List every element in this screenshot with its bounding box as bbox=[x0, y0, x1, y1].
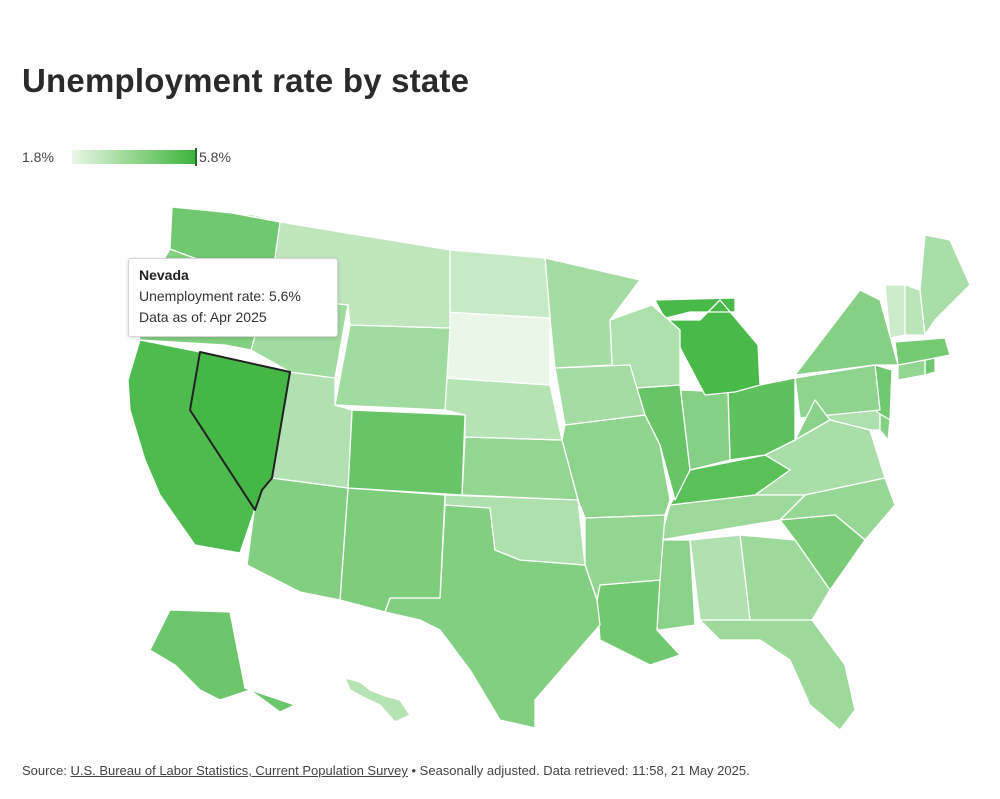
state-wy[interactable] bbox=[334, 324, 451, 411]
state-hi[interactable] bbox=[344, 677, 411, 723]
state-sc[interactable] bbox=[779, 514, 866, 591]
state-tooltip: Nevada Unemployment rate: 5.6% Data as o… bbox=[128, 258, 338, 337]
tooltip-date-row: Data as of: Apr 2025 bbox=[139, 307, 327, 328]
source-link[interactable]: U.S. Bureau of Labor Statistics, Current… bbox=[70, 763, 408, 778]
tooltip-rate-label: Unemployment rate: bbox=[139, 288, 266, 304]
legend-gradient-bar bbox=[72, 150, 196, 164]
tooltip-date-label: Data as of: bbox=[139, 309, 207, 325]
source-note: Source: U.S. Bureau of Labor Statistics,… bbox=[22, 763, 750, 778]
state-ma[interactable] bbox=[894, 337, 951, 366]
state-ok[interactable] bbox=[444, 494, 586, 566]
source-suffix: • Seasonally adjusted. Data retrieved: 1… bbox=[411, 763, 750, 778]
state-al[interactable] bbox=[689, 534, 751, 621]
tooltip-date-value: Apr 2025 bbox=[209, 309, 267, 325]
tooltip-rate-value: 5.6% bbox=[268, 288, 301, 304]
state-ks[interactable] bbox=[461, 436, 579, 501]
state-ky[interactable] bbox=[669, 454, 791, 506]
legend-max-label: 5.8% bbox=[199, 149, 231, 165]
state-ia[interactable] bbox=[554, 364, 646, 426]
state-co[interactable] bbox=[347, 409, 466, 496]
legend-current-marker bbox=[195, 148, 197, 166]
state-mi[interactable] bbox=[654, 297, 761, 396]
tooltip-rate-row: Unemployment rate: 5.6% bbox=[139, 286, 327, 307]
page-title: Unemployment rate by state bbox=[22, 62, 470, 99]
state-ak[interactable] bbox=[149, 609, 296, 713]
state-nd[interactable] bbox=[444, 249, 551, 319]
source-prefix: Source: bbox=[22, 763, 67, 778]
state-nm[interactable] bbox=[339, 487, 446, 613]
state-ri[interactable] bbox=[924, 357, 936, 376]
state-sd[interactable] bbox=[444, 311, 551, 386]
tooltip-state-name: Nevada bbox=[139, 267, 189, 283]
state-me[interactable] bbox=[919, 234, 971, 336]
legend-min-label: 1.8% bbox=[22, 149, 54, 165]
state-fl[interactable] bbox=[699, 619, 856, 731]
state-az[interactable] bbox=[246, 477, 349, 601]
state-nv[interactable] bbox=[189, 351, 291, 511]
state-ny[interactable] bbox=[794, 289, 899, 376]
